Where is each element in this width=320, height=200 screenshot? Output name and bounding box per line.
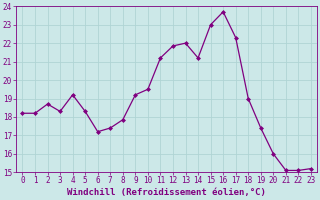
X-axis label: Windchill (Refroidissement éolien,°C): Windchill (Refroidissement éolien,°C) — [67, 188, 266, 197]
